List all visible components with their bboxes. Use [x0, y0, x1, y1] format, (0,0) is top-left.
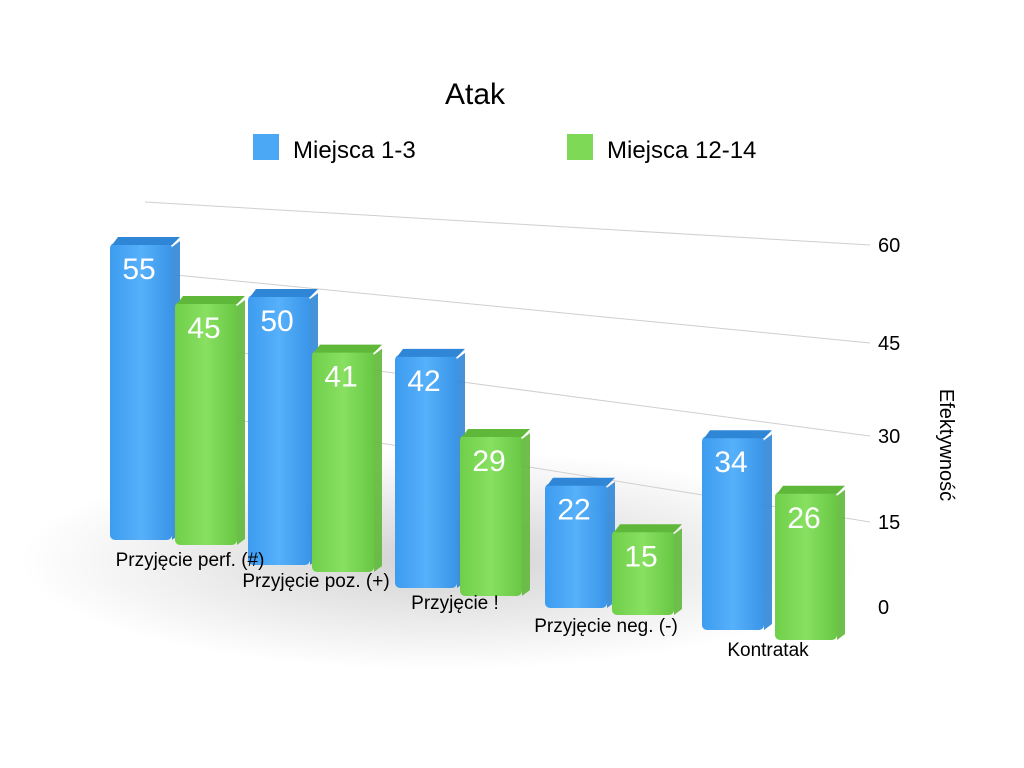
bars: 55 45 50 41 42 29 22 15 34 26 — [110, 237, 845, 640]
y-tick-label: 30 — [878, 426, 900, 448]
bar-series1: 42 — [395, 348, 465, 588]
legend-swatch — [567, 134, 593, 160]
data-label: 41 — [324, 361, 357, 394]
legend: Miejsca 1-3 Miejsca 12-14 — [253, 134, 756, 164]
y-axis-ticks: 0 15 30 45 60 — [878, 235, 900, 619]
y-tick-label: 45 — [878, 333, 900, 355]
category-labels: Przyjęcie perf. (#)Przyjęcie poz. (+) Prz… — [116, 550, 810, 661]
y-tick-label: 15 — [878, 512, 900, 534]
data-label: 42 — [407, 365, 440, 398]
bar-series2: 15 — [612, 524, 682, 615]
bar-series1: 22 — [545, 477, 615, 608]
category-label: Przyjęcie neg. (-) — [534, 616, 678, 637]
gridline — [144, 271, 871, 344]
category-label: Kontratak — [727, 640, 809, 661]
bar-series1: 50 — [248, 289, 318, 565]
data-label: 55 — [122, 253, 155, 286]
legend-label: Miejsca 12-14 — [607, 137, 756, 164]
bar-series2: 41 — [312, 344, 382, 572]
data-label: 50 — [260, 305, 293, 338]
data-label: 26 — [787, 502, 820, 535]
y-tick-label: 60 — [878, 235, 900, 257]
data-label: 45 — [187, 312, 220, 345]
gridline — [144, 201, 871, 246]
data-label: 15 — [624, 540, 657, 573]
bar-series2: 26 — [775, 485, 845, 640]
chart-title: Atak — [445, 78, 506, 111]
data-label: 29 — [472, 445, 505, 478]
legend-label: Miejsca 1-3 — [293, 137, 416, 164]
data-label: 22 — [557, 494, 590, 527]
category-label: Przyjęcie perf. (#) — [116, 550, 265, 571]
category-label: Przyjęcie poz. (+) — [242, 571, 389, 592]
bar-series1: 55 — [110, 237, 180, 540]
y-tick-label: 0 — [878, 597, 889, 619]
data-label: 34 — [714, 446, 747, 479]
bar-series2: 29 — [460, 429, 530, 596]
legend-swatch — [253, 134, 279, 160]
category-label: Przyjęcie ! — [411, 593, 499, 614]
y-axis-label: Efektywność — [935, 389, 957, 501]
bar-series1: 34 — [702, 430, 772, 630]
bar-series2: 45 — [175, 296, 245, 545]
